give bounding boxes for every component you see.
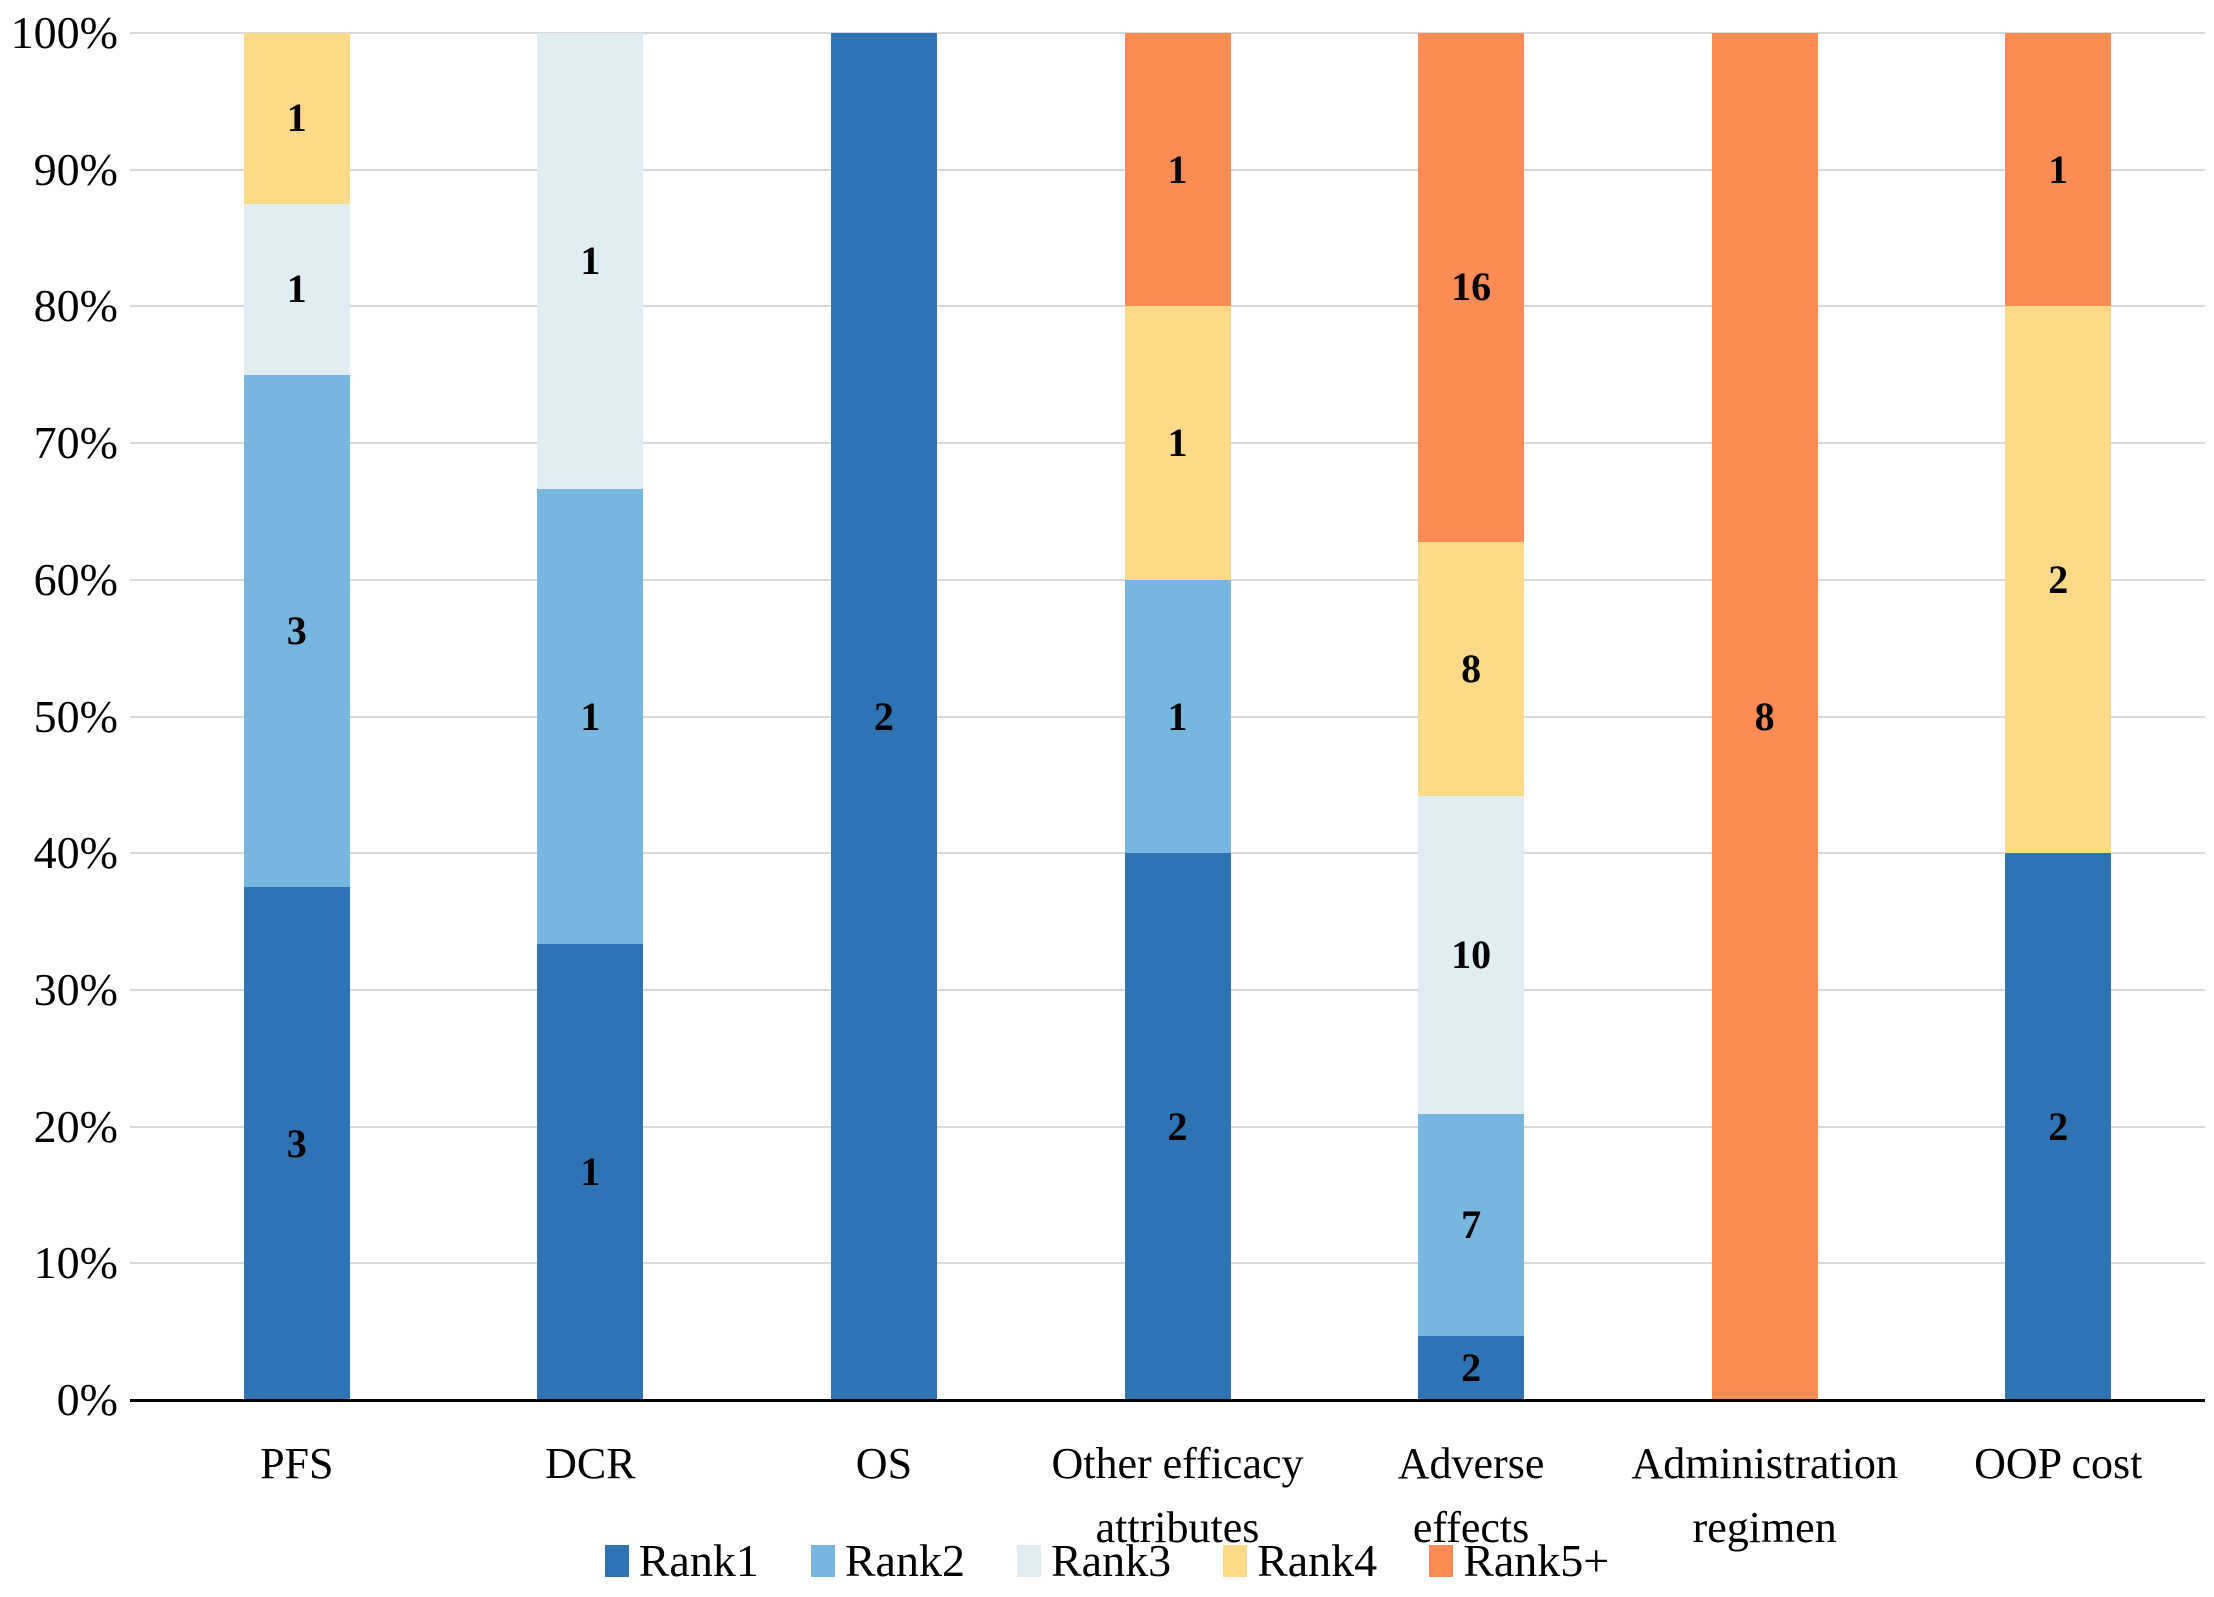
segment-value-label: 8 [1754,693,1775,739]
legend-label: Rank1 [638,1535,759,1586]
x-category-label-pfs: PFS [260,1439,334,1488]
y-tick-label: 20% [33,1100,118,1152]
x-category-label-administration-regimen: Administration regimen [1631,1439,1898,1552]
y-tick-label: 70% [33,417,118,469]
segment-value-label: 1 [1167,146,1188,192]
segment-value-label: 7 [1461,1202,1482,1248]
y-tick-label: 100% [10,7,118,58]
x-category-label-oop-cost: OOP cost [1974,1439,2143,1488]
bar-segment-other-efficacy-attributes-rank4 [1124,306,1231,580]
legend-item-rank4: Rank4 [1223,1538,1377,1584]
legend-swatch-icon [1016,1545,1041,1577]
x-axis-line [130,1399,2205,1402]
segment-value-label: 2 [2048,556,2069,602]
legend-swatch-icon [1223,1545,1248,1577]
bar-segment-pfs-rank1 [243,887,350,1400]
y-tick-label: 30% [33,963,118,1015]
segment-value-label: 1 [286,95,307,141]
legend: Rank1 Rank2 Rank3 Rank4 Rank5+ [0,1538,2214,1584]
legend-label: Rank2 [844,1535,965,1586]
segment-value-label: 16 [1451,264,1492,310]
y-tick-label: 60% [33,553,118,605]
bar-segment-dcr-rank2 [537,488,644,945]
legend-swatch-icon [1429,1545,1454,1577]
segment-value-label: 1 [1167,693,1188,739]
bar-segment-other-efficacy-attributes-rank1 [1124,853,1231,1400]
segment-value-label: 10 [1451,931,1492,977]
legend-label: Rank5+ [1463,1535,1610,1586]
y-tick-label: 10% [33,1237,118,1289]
bar-segment-oop-cost-rank5plus [2005,33,2112,307]
segment-value-label: 1 [580,237,601,283]
bar-segment-dcr-rank1 [537,944,644,1400]
bar-segment-pfs-rank4 [243,33,350,204]
y-tick-label: 40% [33,827,118,879]
segment-value-label: 2 [1167,1103,1188,1149]
bar-segment-adverse-effects-rank5plus [1418,33,1525,542]
legend-item-rank3: Rank3 [1016,1535,1172,1586]
bar-segment-adverse-effects-rank1 [1418,1336,1525,1400]
x-category-label-os: OS [855,1439,913,1488]
y-tick-label: 80% [33,280,118,332]
legend-swatch-icon [604,1545,629,1577]
legend-label: Rank3 [1050,1535,1172,1586]
legend-item-rank5plus: Rank5+ [1429,1538,1609,1584]
x-category-label-adverse-effects: Adverse effects [1397,1439,1545,1552]
bar-segment-other-efficacy-attributes-rank2 [1124,579,1231,854]
segment-value-label: 2 [1461,1345,1482,1391]
x-category-label-dcr: DCR [545,1439,636,1488]
bar-segment-adverse-effects-rank2 [1418,1113,1525,1337]
segment-value-label: 3 [286,1120,307,1166]
legend-item-rank1: Rank1 [604,1535,759,1586]
y-tick-label: 90% [33,143,118,195]
bar-segment-os-rank1 [830,33,937,1400]
bar-segment-oop-cost-rank1 [2005,853,2112,1400]
y-tick-label: 50% [33,690,118,742]
legend-item-rank2: Rank2 [810,1535,965,1586]
bar-segment-adverse-effects-rank4 [1418,541,1525,796]
bar-segment-pfs-rank2 [243,374,350,888]
bar-segment-pfs-rank3 [243,203,350,375]
segment-value-label: 1 [1167,420,1188,466]
bar-segment-other-efficacy-attributes-rank5plus [1124,33,1231,307]
legend-label: Rank4 [1257,1535,1378,1586]
legend-swatch-icon [810,1545,835,1577]
segment-value-label: 8 [1461,645,1482,691]
bar-segment-dcr-rank3 [537,33,644,489]
segment-value-label: 2 [2048,1103,2069,1149]
bar-segment-adverse-effects-rank3 [1418,795,1525,1114]
segment-value-label: 1 [580,1149,601,1195]
segment-value-label: 3 [286,608,307,654]
segment-value-label: 1 [2048,146,2069,192]
bar-segment-administration-regimen-rank5plus [1711,33,1818,1400]
bar-segment-oop-cost-rank4 [2005,306,2112,854]
segment-value-label: 1 [286,266,307,312]
y-tick-label: 0% [56,1374,118,1425]
x-category-label-other-efficacy-attributes: Other efficacy attributes [1051,1439,1304,1552]
segment-value-label: 2 [873,693,894,739]
segment-value-label: 1 [580,693,601,739]
